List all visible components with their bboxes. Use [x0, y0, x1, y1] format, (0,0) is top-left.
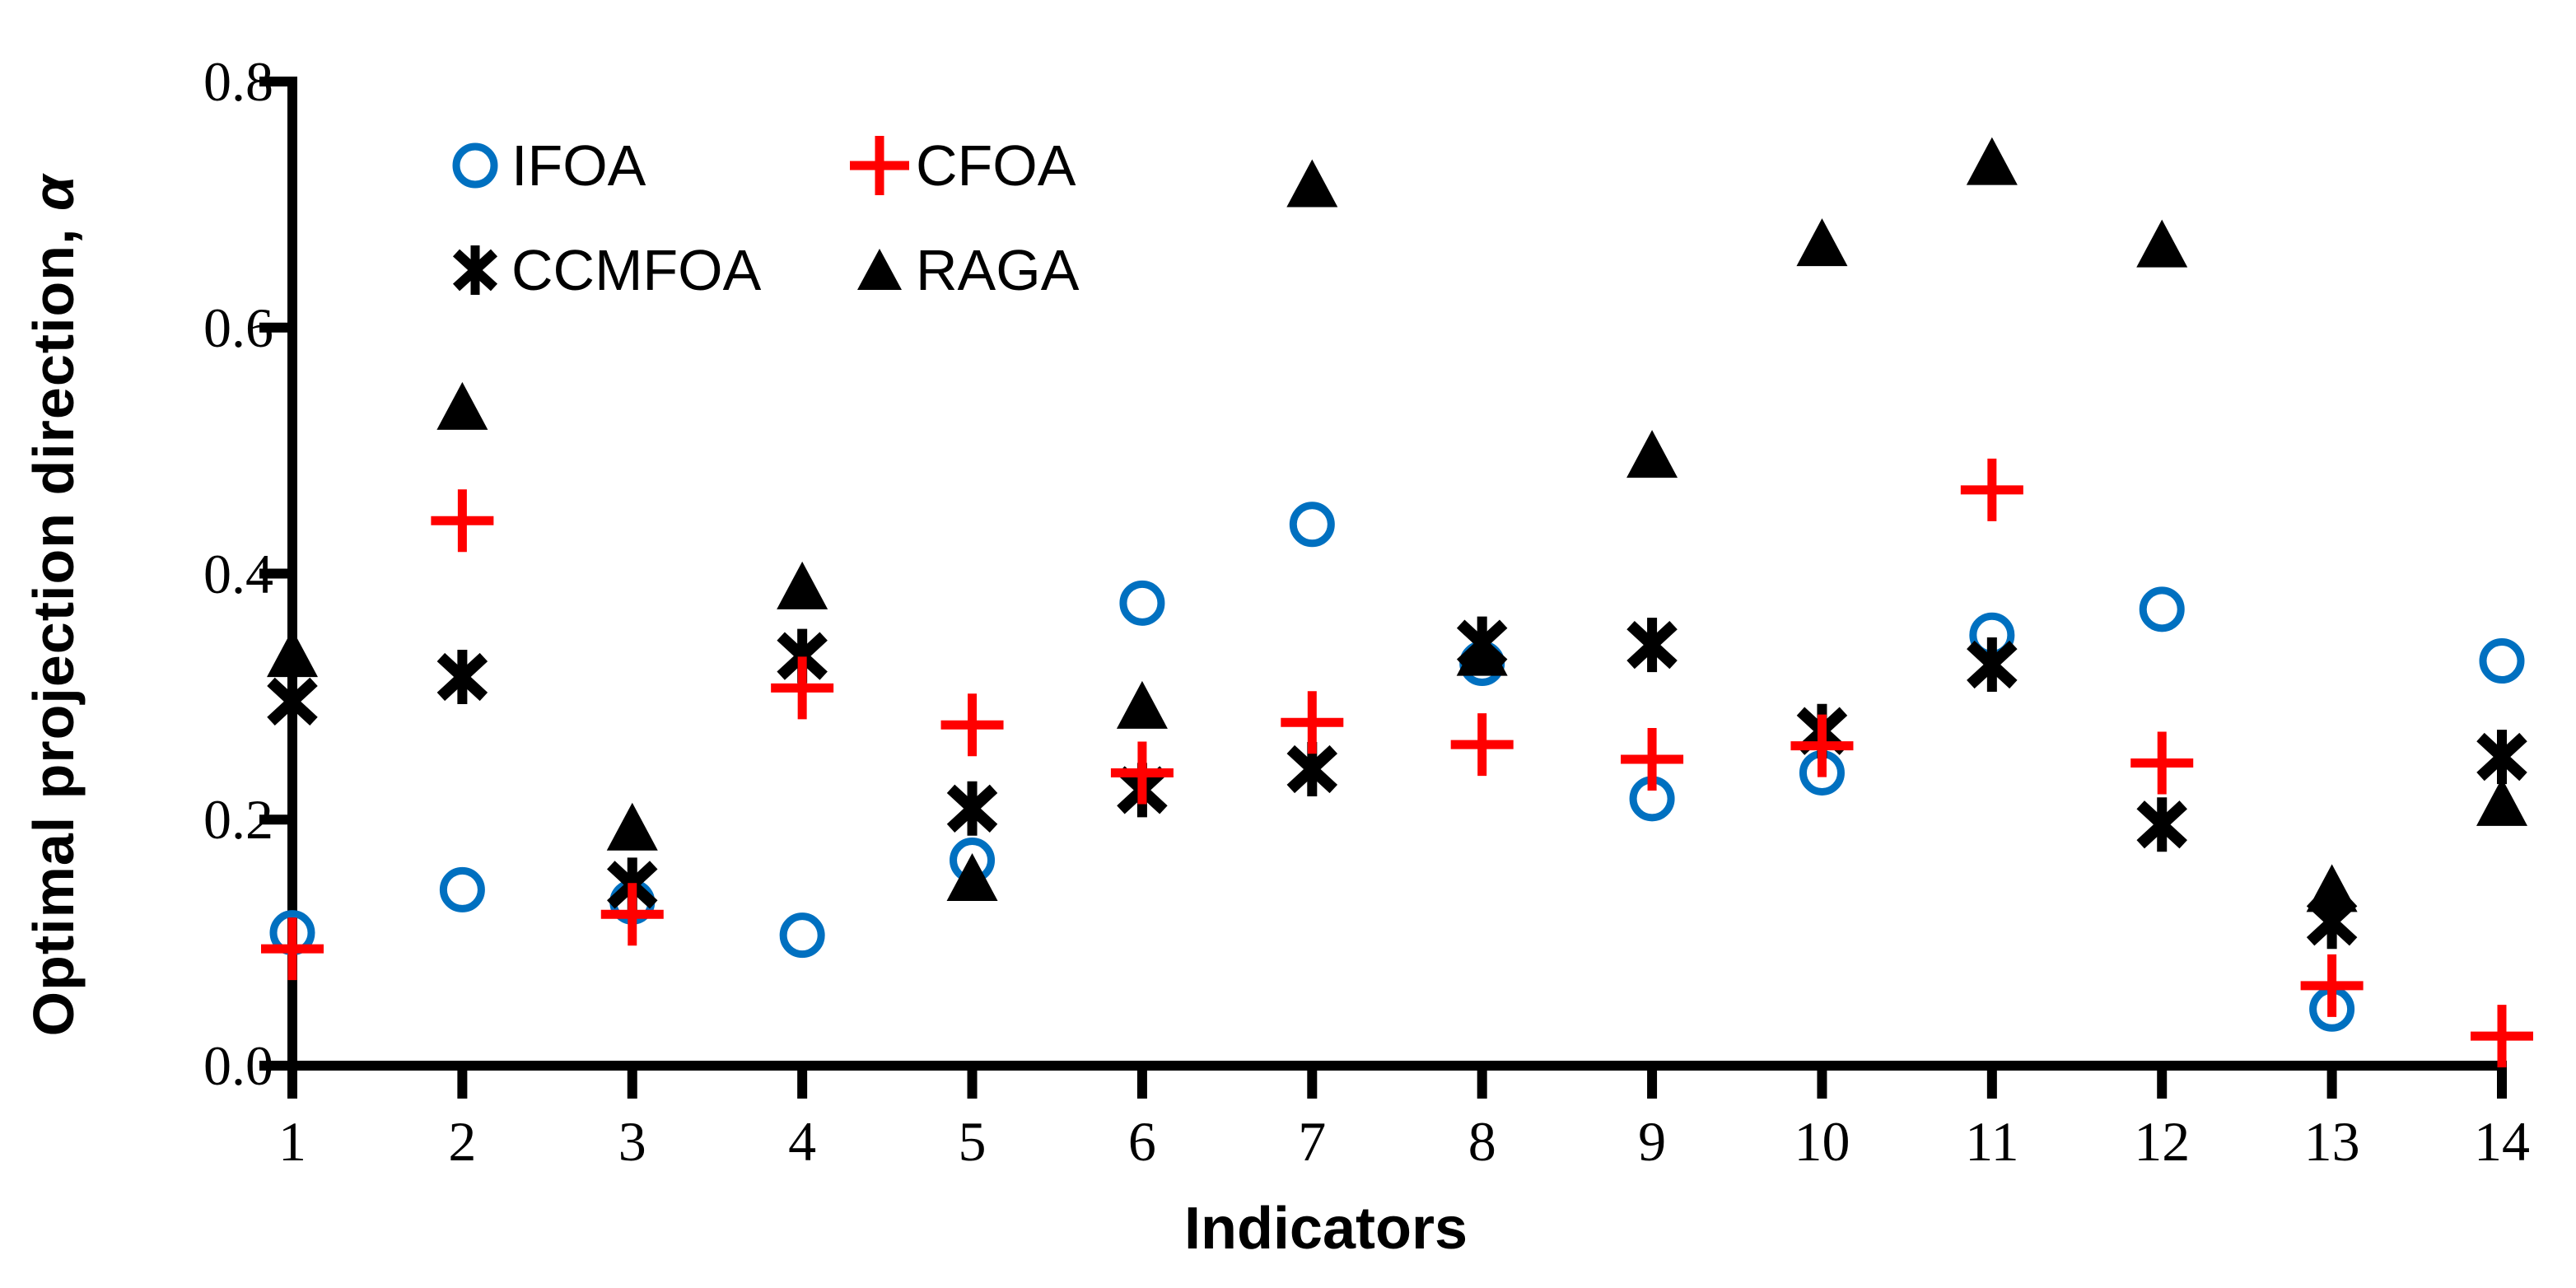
- y-axis-title-alpha-symbol: α: [21, 174, 86, 212]
- legend-label-ifoa: IFOA: [511, 133, 646, 198]
- legend-label-cfoa: CFOA: [916, 133, 1076, 198]
- marker-raga-7: [1286, 159, 1338, 208]
- marker-cfoa-9: [1621, 728, 1684, 791]
- ccmfoa-asterisk-marker-icon: [452, 245, 498, 295]
- marker-cfoa-1: [261, 917, 324, 981]
- marker-raga-9: [1626, 430, 1678, 478]
- marker-raga-11: [1966, 137, 2018, 185]
- marker-raga-2: [436, 381, 488, 430]
- marker-raga-5: [946, 852, 998, 901]
- marker-cfoa-2: [431, 489, 494, 553]
- x-tick-label-6: 6: [1127, 1110, 1156, 1173]
- x-tick-label-11: 11: [1965, 1110, 2019, 1173]
- x-tick-label-3: 3: [618, 1110, 646, 1173]
- marker-raga-1: [267, 629, 318, 678]
- x-tick-label-1: 1: [278, 1110, 306, 1173]
- raga-triangle-marker-icon: [857, 249, 902, 290]
- ifoa-circle-marker-icon: [452, 142, 498, 189]
- marker-cfoa-7: [1281, 691, 1344, 754]
- legend-item-cfoa: CFOA: [845, 131, 1076, 200]
- marker-ifoa-7: [1289, 502, 1335, 548]
- marker-raga-3: [606, 802, 658, 851]
- marker-ccmfoa-14: [2476, 730, 2527, 785]
- legend-label-ccmfoa: CCMFOA: [511, 238, 762, 302]
- y-axis-title-text: Optimal projection direction,: [21, 211, 86, 1037]
- marker-ccmfoa-13: [2306, 894, 2358, 950]
- y-tick-label-0.2: 0.2: [203, 788, 273, 852]
- legend-label-raga: RAGA: [916, 238, 1080, 302]
- marker-ifoa-4: [779, 912, 825, 959]
- marker-cfoa-13: [2300, 954, 2364, 1017]
- x-tick-label-2: 2: [448, 1110, 477, 1173]
- marker-ccmfoa-11: [1967, 637, 2018, 693]
- marker-ifoa-2: [439, 866, 485, 912]
- marker-cfoa-3: [600, 883, 664, 946]
- x-tick-label-14: 14: [2474, 1110, 2530, 1173]
- legend-item-raga: RAGA: [845, 236, 1079, 305]
- cfoa-plus-marker-icon: [850, 136, 909, 195]
- y-tick-label-0.6: 0.6: [203, 296, 273, 359]
- marker-ifoa-12: [2139, 586, 2185, 632]
- marker-cfoa-5: [940, 693, 1004, 757]
- x-tick-label-9: 9: [1638, 1110, 1667, 1173]
- marker-ccmfoa-5: [946, 781, 998, 836]
- marker-cfoa-8: [1450, 713, 1514, 777]
- marker-cfoa-12: [2130, 731, 2194, 795]
- x-tick-label-8: 8: [1468, 1110, 1496, 1173]
- marker-raga-13: [2306, 864, 2358, 912]
- x-tick-label-4: 4: [788, 1110, 817, 1173]
- y-tick-label-0.8: 0.8: [203, 50, 273, 113]
- y-tick-label-0.0: 0.0: [203, 1034, 273, 1097]
- x-axis-title: Indicators: [1183, 1196, 1468, 1262]
- y-axis-title: Optimal projection direction, α: [21, 175, 86, 1037]
- marker-raga-14: [2476, 777, 2527, 826]
- x-tick-label-7: 7: [1298, 1110, 1327, 1173]
- marker-raga-4: [777, 561, 828, 609]
- marker-ccmfoa-1: [267, 674, 318, 729]
- y-tick-label-0.4: 0.4: [203, 542, 273, 605]
- legend-item-ifoa: IFOA: [441, 131, 646, 200]
- marker-ccmfoa-8: [1456, 616, 1508, 671]
- marker-cfoa-6: [1110, 741, 1174, 805]
- marker-raga-12: [2136, 219, 2188, 268]
- x-tick-label-12: 12: [2134, 1110, 2191, 1173]
- marker-raga-10: [1796, 218, 1848, 267]
- marker-ccmfoa-12: [2136, 797, 2187, 852]
- marker-ifoa-14: [2479, 638, 2525, 684]
- marker-cfoa-10: [1790, 714, 1854, 777]
- marker-cfoa-14: [2471, 1005, 2533, 1068]
- legend-item-ccmfoa: CCMFOA: [441, 236, 761, 305]
- marker-ccmfoa-9: [1626, 618, 1678, 673]
- marker-ccmfoa-2: [436, 649, 488, 704]
- x-tick-label-10: 10: [1794, 1110, 1850, 1173]
- marker-cfoa-4: [771, 656, 834, 720]
- x-tick-label-5: 5: [958, 1110, 987, 1173]
- marker-ifoa-6: [1119, 580, 1165, 626]
- x-tick-label-13: 13: [2303, 1110, 2360, 1173]
- marker-cfoa-11: [1960, 458, 2023, 521]
- marker-raga-6: [1116, 680, 1168, 729]
